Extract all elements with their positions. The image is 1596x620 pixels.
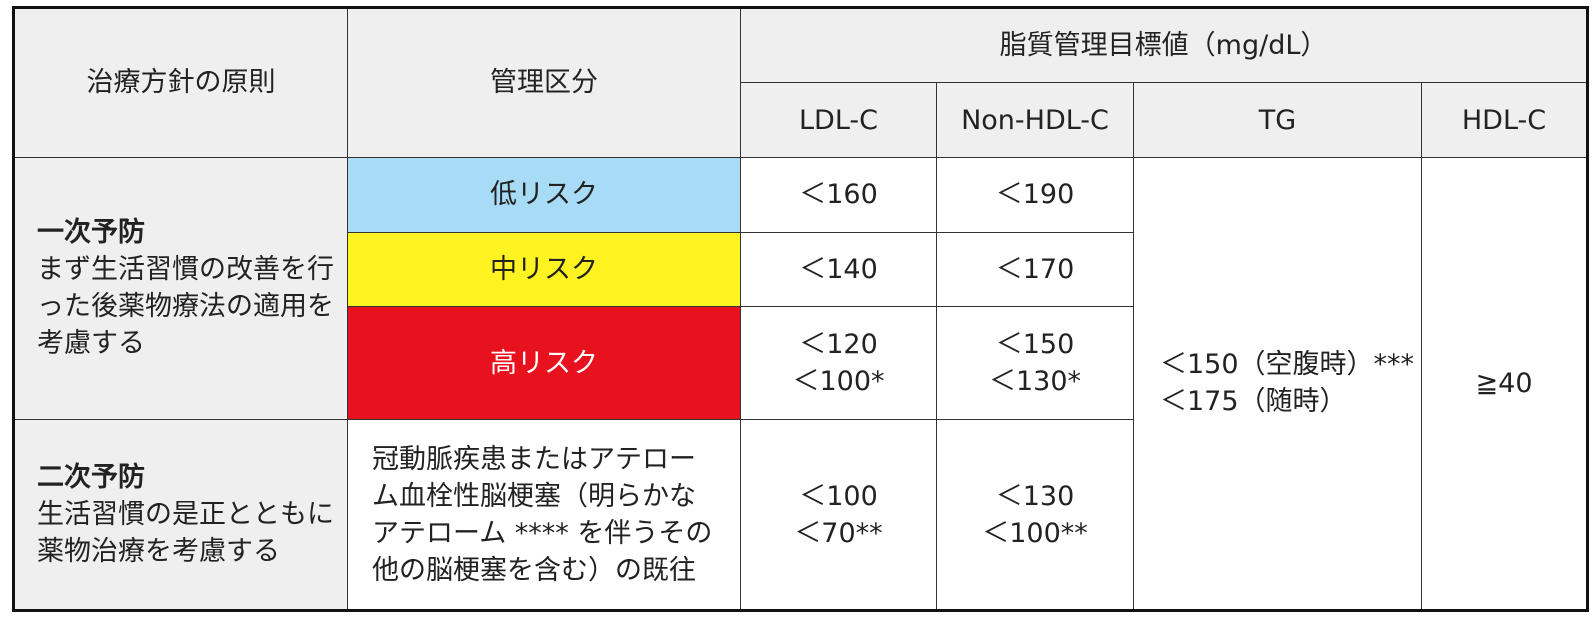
ldl-secondary-value-alt: ＜70** [794, 517, 883, 549]
nonhdl-high: ＜150 ＜130* [936, 306, 1134, 421]
ldl-low: ＜160 [740, 156, 937, 234]
header-target-group: 脂質管理目標値（mg/dL） [739, 6, 1589, 84]
risk-low-category: 低リスク [347, 156, 741, 234]
nonhdl-secondary-value: ＜130 [995, 480, 1075, 512]
nonhdl-low-value: ＜190 [995, 179, 1075, 211]
nonhdl-mid-value: ＜170 [995, 254, 1075, 286]
risk-mid-category: 中リスク [347, 232, 741, 308]
primary-title: 一次予防 [37, 217, 145, 249]
primary-desc: まず生活習慣の改善を行った後薬物療法の適用を考慮する [37, 254, 334, 360]
ldl-mid: ＜140 [740, 232, 937, 308]
secondary-desc: 生活習慣の是正とともに薬物治療を考慮する [37, 499, 334, 567]
header-nonhdl: Non-HDL-C [936, 82, 1134, 158]
tg-shared-cell: ＜150（空腹時）*** ＜175（随時） [1133, 156, 1422, 612]
header-hdl: HDL-C [1420, 82, 1589, 158]
nonhdl-high-value-alt: ＜130* [988, 366, 1082, 398]
secondary-title: 二次予防 [37, 462, 145, 493]
tg-random: ＜175（随時） [1160, 386, 1347, 418]
nonhdl-secondary: ＜130 ＜100** [936, 419, 1134, 611]
ldl-secondary: ＜100 ＜70** [740, 419, 937, 611]
ldl-high-value: ＜120 [799, 329, 878, 361]
ldl-high-value-alt: ＜100* [792, 366, 885, 398]
ldl-mid-value: ＜140 [799, 254, 878, 286]
ldl-secondary-value: ＜100 [799, 480, 878, 512]
lipid-target-table: 治療方針の原則 管理区分 脂質管理目標値（mg/dL） LDL-C Non-HD… [12, 6, 1590, 612]
hdl-shared-cell: ≧40 [1420, 156, 1589, 612]
header-tg: TG [1133, 82, 1422, 158]
secondary-category: 冠動脈疾患またはアテローム血栓性脳梗塞（明らかなアテローム **** を伴うその… [347, 419, 741, 611]
nonhdl-low: ＜190 [936, 156, 1134, 234]
nonhdl-secondary-value-alt: ＜100** [982, 517, 1088, 549]
ldl-high: ＜120 ＜100* [740, 306, 937, 421]
tg-fasting: ＜150（空腹時）*** [1160, 349, 1415, 381]
nonhdl-high-value: ＜150 [995, 329, 1075, 361]
secondary-prevention-cell: 二次予防 生活習慣の是正とともに薬物治療を考慮する [13, 419, 348, 611]
header-principle: 治療方針の原則 [13, 7, 348, 158]
risk-high-category: 高リスク [347, 306, 741, 421]
ldl-low-value: ＜160 [799, 179, 878, 211]
primary-prevention-cell: 一次予防 まず生活習慣の改善を行った後薬物療法の適用を考慮する [13, 156, 348, 421]
header-category: 管理区分 [347, 7, 741, 158]
nonhdl-mid: ＜170 [936, 232, 1134, 308]
header-ldl: LDL-C [740, 82, 937, 158]
